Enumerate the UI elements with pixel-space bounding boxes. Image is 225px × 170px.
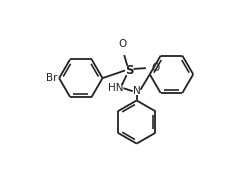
- Text: HN: HN: [108, 83, 124, 93]
- Text: O: O: [151, 63, 160, 73]
- Text: S: S: [125, 64, 133, 77]
- Text: N: N: [133, 86, 140, 96]
- Text: O: O: [119, 39, 127, 49]
- Text: Br: Br: [46, 73, 58, 83]
